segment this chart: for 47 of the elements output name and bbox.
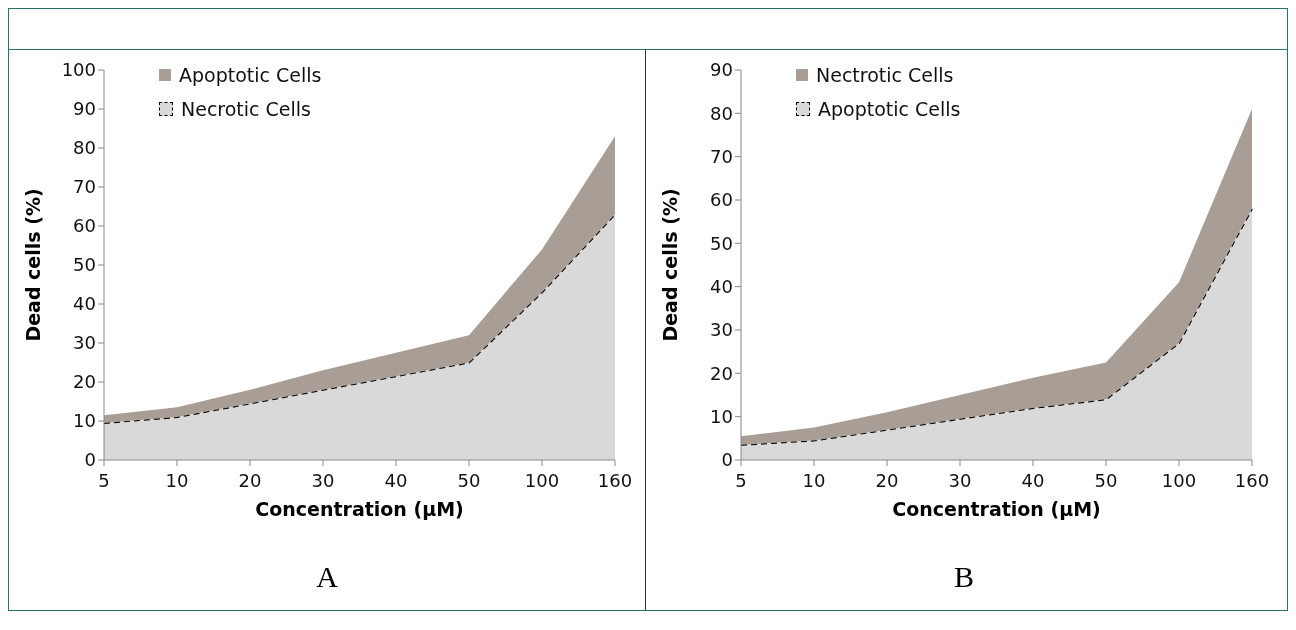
y-tick-label: 70 — [710, 146, 733, 168]
y-tick-label: 50 — [73, 254, 96, 276]
y-tick-label: 80 — [710, 102, 733, 124]
y-tick-label: 40 — [710, 276, 733, 298]
y-tick-label: 90 — [73, 98, 96, 120]
y-tick-label: 30 — [710, 319, 733, 341]
x-axis-title: Concentration (μM) — [892, 498, 1101, 520]
y-tick-label: 60 — [73, 215, 96, 237]
legend-label: Nectrotic Cells — [816, 64, 954, 86]
x-tick-label: 5 — [98, 469, 110, 491]
y-tick-label: 30 — [73, 332, 96, 354]
x-tick-label: 20 — [238, 469, 262, 491]
y-tick-label: 100 — [61, 59, 96, 81]
y-axis-title: Dead cells (%) — [658, 188, 681, 342]
x-tick-label: 40 — [1021, 469, 1045, 491]
x-tick-label: 30 — [948, 469, 972, 491]
x-tick-label: 100 — [1161, 469, 1197, 491]
text: A — [315, 560, 339, 594]
legend-label: Necrotic Cells — [181, 98, 311, 120]
y-tick-label: 10 — [73, 410, 96, 432]
y-tick-label: 40 — [73, 293, 96, 315]
y-tick-label: 10 — [710, 406, 733, 428]
y-tick-label: 90 — [710, 59, 733, 81]
x-tick-label: 5 — [735, 469, 747, 491]
x-tick-label: 100 — [524, 469, 560, 491]
x-tick-label: 160 — [1234, 469, 1270, 491]
y-tick-label: 20 — [710, 362, 733, 384]
legend-label: Apoptotic Cells — [818, 98, 961, 120]
x-tick-label: 10 — [802, 469, 826, 491]
y-tick-label: 20 — [73, 371, 96, 393]
y-tick-label: 70 — [73, 176, 96, 198]
x-tick-label: 20 — [875, 469, 899, 491]
legend-label: Apoptotic Cells — [179, 64, 322, 86]
y-tick-label: 0 — [84, 449, 96, 471]
x-axis-title: Concentration (μM) — [255, 498, 464, 520]
x-tick-label: 40 — [384, 469, 408, 491]
y-tick-label: 60 — [710, 189, 733, 211]
y-axis-title: Dead cells (%) — [21, 188, 44, 342]
text: B — [953, 560, 975, 594]
x-tick-label: 160 — [597, 469, 633, 491]
x-tick-label: 10 — [165, 469, 189, 491]
x-tick-label: 30 — [311, 469, 335, 491]
y-tick-label: 80 — [73, 137, 96, 159]
y-tick-label: 0 — [721, 449, 733, 471]
x-tick-label: 50 — [1094, 469, 1118, 491]
y-tick-label: 50 — [710, 232, 733, 254]
x-tick-label: 50 — [457, 469, 481, 491]
